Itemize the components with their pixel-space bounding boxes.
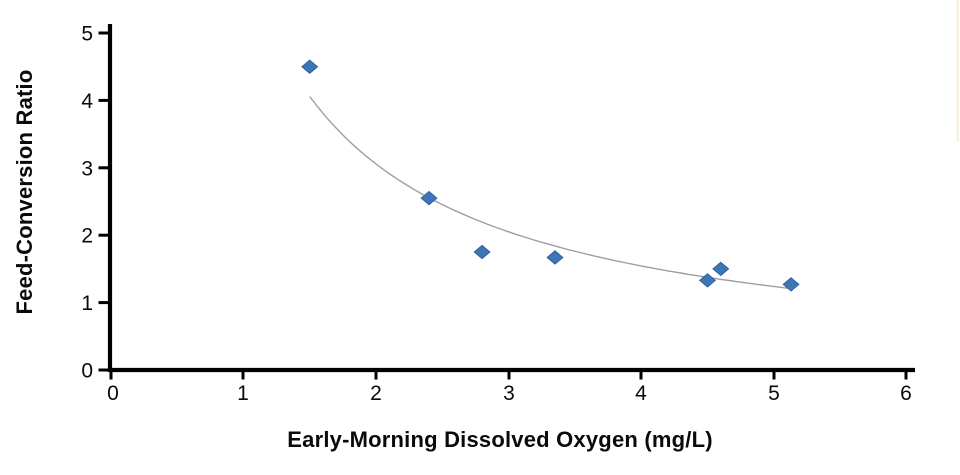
x-tick-label: 0 [107, 382, 119, 405]
x-tick-label: 3 [503, 382, 515, 405]
y-tick-label: 2 [81, 225, 93, 248]
y-tick-label: 4 [81, 90, 93, 113]
right-edge-artifact [956, 0, 959, 142]
x-axis-title: Early-Morning Dissolved Oxygen (mg/L) [287, 427, 712, 452]
data-point-marker [698, 273, 717, 288]
data-point-marker [473, 244, 491, 260]
y-axis-title: Feed-Conversion Ratio [12, 69, 37, 314]
data-point-marker [301, 59, 319, 74]
y-tick-label: 5 [81, 23, 93, 46]
y-axis-ticks [98, 31, 110, 372]
x-tick-label: 6 [900, 382, 912, 405]
y-axis-tick-labels: 0 1 2 3 4 5 [81, 23, 93, 383]
x-tick-label: 1 [237, 382, 249, 405]
x-axis-tick-labels: 0 1 2 3 4 5 6 [107, 382, 912, 405]
y-tick-label: 0 [81, 360, 93, 383]
data-point-marker [782, 277, 800, 292]
y-tick-label: 1 [81, 292, 93, 315]
x-tick-label: 5 [768, 382, 780, 405]
axes [107, 24, 915, 373]
data-point-marker [712, 261, 730, 277]
y-tick-label: 3 [81, 157, 93, 180]
x-axis-ticks [109, 370, 908, 380]
data-points-layer [301, 59, 800, 292]
data-point-marker [546, 250, 564, 265]
x-tick-label: 2 [370, 382, 382, 405]
data-point-marker [420, 190, 438, 206]
x-tick-label: 4 [635, 382, 647, 405]
